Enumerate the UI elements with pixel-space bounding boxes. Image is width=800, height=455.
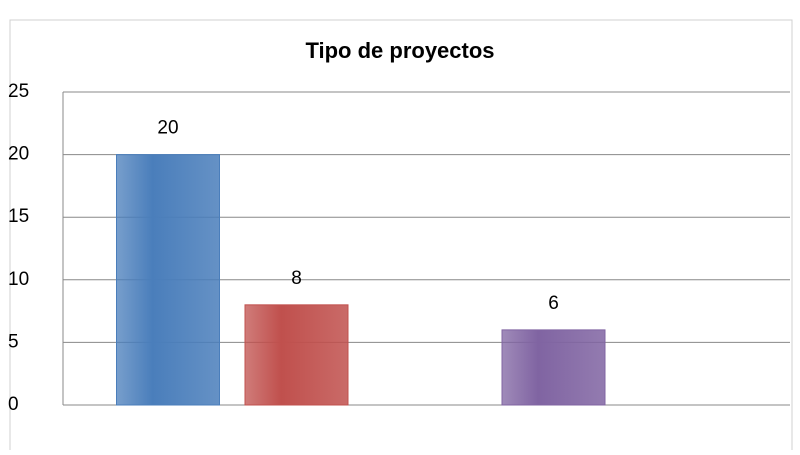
bar [116, 154, 220, 406]
bar [501, 329, 606, 406]
data-label: 20 [157, 118, 178, 139]
chart-title: Tipo de proyectos [305, 38, 494, 63]
y-tick-label: 25 [8, 81, 29, 102]
y-tick-label: 10 [8, 269, 29, 290]
y-tick-label: 5 [8, 331, 19, 352]
data-label: 6 [548, 293, 559, 314]
bar [244, 304, 349, 406]
y-tick-label: 15 [8, 206, 29, 227]
data-label: 8 [291, 268, 302, 289]
y-tick-label: 20 [8, 144, 29, 165]
y-tick-label: 0 [8, 394, 19, 415]
chart-frame [9, 19, 793, 450]
